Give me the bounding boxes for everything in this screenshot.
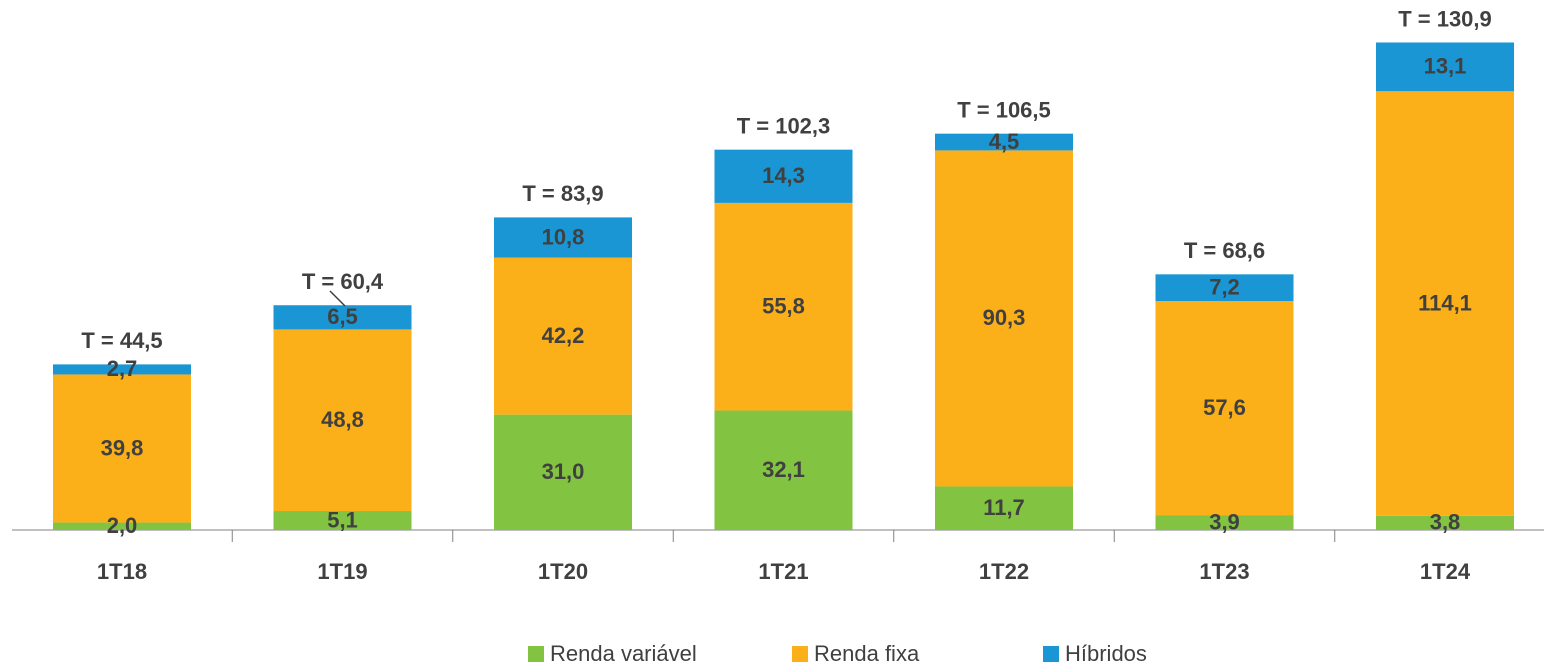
legend-swatch bbox=[1043, 646, 1059, 662]
total-label: T = 68,6 bbox=[1184, 238, 1265, 263]
bar-segment bbox=[494, 414, 632, 530]
bar-segment bbox=[53, 374, 191, 523]
x-tick-label: 1T24 bbox=[1420, 559, 1471, 584]
value-label: 6,5 bbox=[327, 304, 358, 329]
legend-label: Híbridos bbox=[1065, 641, 1147, 666]
leader-line bbox=[329, 290, 346, 307]
legend-label: Renda variável bbox=[550, 641, 697, 666]
x-tick-label: 1T20 bbox=[538, 559, 588, 584]
total-label: T = 106,5 bbox=[957, 97, 1051, 122]
bar-segment bbox=[53, 364, 191, 375]
bar-segment bbox=[494, 217, 632, 258]
value-label: 42,2 bbox=[542, 323, 585, 348]
bar-segment bbox=[1376, 91, 1514, 516]
value-label: 57,6 bbox=[1203, 395, 1246, 420]
value-label: 31,0 bbox=[542, 459, 585, 484]
bar-segment bbox=[1376, 42, 1514, 92]
value-label: 2,0 bbox=[107, 513, 138, 538]
bar-segment bbox=[273, 511, 412, 530]
bar-segment bbox=[1376, 515, 1514, 530]
value-label: 5,1 bbox=[327, 507, 358, 532]
value-label: 39,8 bbox=[101, 435, 144, 460]
value-label: 90,3 bbox=[983, 305, 1026, 330]
x-tick-label: 1T23 bbox=[1199, 559, 1249, 584]
value-label: 11,7 bbox=[983, 495, 1025, 520]
x-tick-label: 1T18 bbox=[97, 559, 147, 584]
bar-segment bbox=[935, 133, 1073, 151]
value-label: 32,1 bbox=[762, 457, 805, 482]
bar-segment bbox=[273, 305, 412, 330]
bar-segment bbox=[935, 150, 1073, 487]
legend-swatch bbox=[792, 646, 808, 662]
bar-segment bbox=[273, 329, 412, 512]
bar-segment bbox=[1155, 515, 1294, 530]
value-label: 7,2 bbox=[1209, 275, 1240, 300]
value-label: 48,8 bbox=[321, 407, 364, 432]
total-label: T = 102,3 bbox=[737, 113, 831, 138]
value-label: 114,1 bbox=[1418, 290, 1472, 315]
bar-segment bbox=[53, 522, 191, 530]
value-label: 13,1 bbox=[1424, 54, 1467, 79]
legend-label: Renda fixa bbox=[814, 641, 920, 666]
x-tick-label: 1T21 bbox=[758, 559, 808, 584]
total-label: T = 130,9 bbox=[1398, 6, 1492, 31]
bar-segment bbox=[714, 410, 853, 530]
bar-segment bbox=[1155, 274, 1294, 302]
value-label: 4,5 bbox=[989, 129, 1020, 154]
x-tick-label: 1T19 bbox=[317, 559, 367, 584]
bar-segment bbox=[714, 202, 853, 411]
total-label: T = 44,5 bbox=[81, 328, 162, 353]
bar-segment bbox=[1155, 301, 1294, 516]
bar-segment bbox=[714, 149, 853, 203]
value-label: 14,3 bbox=[762, 163, 805, 188]
x-tick-label: 1T22 bbox=[979, 559, 1029, 584]
value-label: 55,8 bbox=[762, 294, 805, 319]
total-label: T = 83,9 bbox=[522, 181, 603, 206]
value-label: 10,8 bbox=[542, 224, 585, 249]
bar-segment bbox=[935, 486, 1073, 530]
value-label: 3,8 bbox=[1430, 510, 1461, 535]
value-label: 2,7 bbox=[107, 356, 138, 381]
total-label: T = 60,4 bbox=[302, 269, 384, 294]
value-label: 3,9 bbox=[1209, 510, 1240, 535]
bar-segment bbox=[494, 257, 632, 415]
legend-swatch bbox=[528, 646, 544, 662]
